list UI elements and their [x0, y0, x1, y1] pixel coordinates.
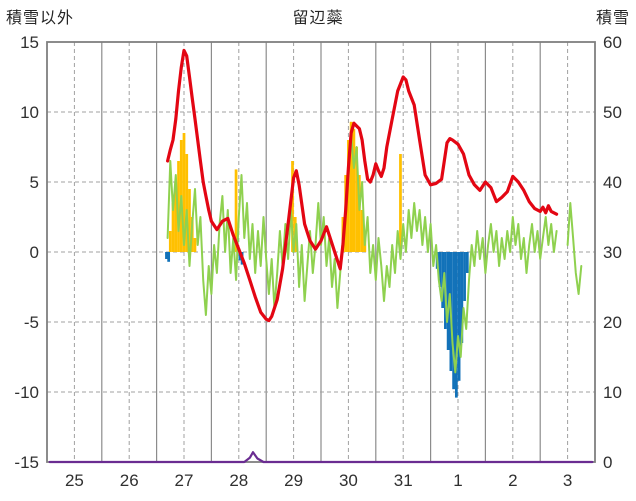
x-tick-label: 1	[453, 471, 462, 490]
x-tick-label: 29	[284, 471, 303, 490]
left-tick-label: 0	[30, 243, 39, 262]
left-tick-label: -10	[14, 383, 39, 402]
chart-title: 留辺蘂	[292, 10, 344, 27]
x-tick-label: 26	[120, 471, 139, 490]
right-tick-label: 10	[603, 383, 622, 402]
series-orange-bars	[168, 121, 402, 252]
left-tick-label: -15	[14, 453, 39, 472]
x-tick-label: 25	[65, 471, 84, 490]
left-tick-label: 5	[30, 173, 39, 192]
x-tick-label: 31	[394, 471, 413, 490]
right-tick-label: 40	[603, 173, 622, 192]
gridlines	[47, 42, 595, 462]
left-tick-label: 10	[20, 103, 39, 122]
left-axis-title: 積雪以外	[6, 10, 75, 27]
right-tick-label: 50	[603, 103, 622, 122]
right-tick-label: 60	[603, 33, 622, 52]
x-tick-label: 2	[508, 471, 517, 490]
x-tick-label: 3	[563, 471, 572, 490]
series-green-line	[166, 134, 583, 374]
series-red-line	[166, 48, 559, 323]
series-blue-bars	[165, 252, 469, 398]
x-tick-label: 30	[339, 471, 358, 490]
x-tick-label: 28	[229, 471, 248, 490]
left-tick-label: 15	[20, 33, 39, 52]
right-tick-label: 20	[603, 313, 622, 332]
series-purple-line	[48, 451, 594, 464]
right-axis-title: 積雪	[595, 10, 630, 27]
left-tick-label: -5	[24, 313, 39, 332]
right-tick-label: 30	[603, 243, 622, 262]
x-tick-label: 27	[175, 471, 194, 490]
right-tick-label: 0	[603, 453, 612, 472]
